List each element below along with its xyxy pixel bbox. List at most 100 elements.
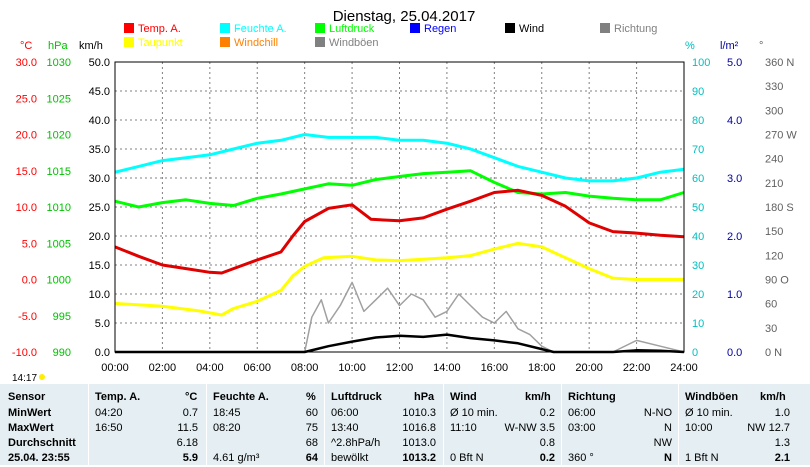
header-wind-unit: km/h bbox=[525, 391, 551, 403]
table-cell: 03:00 bbox=[568, 422, 596, 434]
pressure-tick-label: 1025 bbox=[47, 93, 71, 105]
x-tick-label: 10:00 bbox=[338, 362, 366, 374]
rain-tick-label: 1.0 bbox=[727, 289, 742, 301]
speed-tick-label: 45.0 bbox=[89, 86, 110, 98]
pressure-tick-label: 1030 bbox=[47, 57, 71, 69]
x-tick-label: 14:00 bbox=[433, 362, 461, 374]
legend-item: Luftdruck bbox=[329, 23, 375, 35]
x-tick-label: 18:00 bbox=[528, 362, 556, 374]
table-cell: 6.18 bbox=[176, 437, 198, 449]
table-cell: 11:10 bbox=[450, 422, 477, 434]
table-cell: bewölkt bbox=[331, 452, 369, 464]
humidity-tick-label: 80 bbox=[692, 115, 704, 127]
x-tick-label: 12:00 bbox=[386, 362, 414, 374]
x-axis-ticks: 00:00 02:00 04:00 06:00 08:00 10:00 12:00 14:00… bbox=[101, 362, 698, 374]
legend-item: Feuchte A. bbox=[234, 23, 287, 35]
speed-tick-label: 5.0 bbox=[95, 318, 110, 330]
legend-swatch bbox=[600, 23, 610, 33]
header-wind: Wind bbox=[450, 391, 477, 403]
direction-axis-label: ° bbox=[759, 40, 763, 52]
header-sensor: Sensor bbox=[8, 391, 46, 403]
row-label: MaxWert bbox=[8, 422, 54, 434]
x-tick-label: 02:00 bbox=[149, 362, 177, 374]
axis-headers: °C hPa km/h% l/m² ° bbox=[20, 40, 763, 52]
direction-tick-label: 360 N bbox=[765, 57, 794, 69]
table-cell: 1.3 bbox=[774, 437, 790, 449]
chart-grid bbox=[115, 62, 684, 352]
table-cell: 1013.0 bbox=[402, 437, 436, 449]
x-tick-label: 22:00 bbox=[623, 362, 651, 374]
table-cell: 360 ° bbox=[568, 452, 594, 464]
legend-item: Taupunkt bbox=[138, 37, 183, 49]
direction-tick-label: 0 N bbox=[765, 347, 782, 359]
rain-tick-label: 0.0 bbox=[727, 347, 742, 359]
table-row: MinWert 04:20 0.7 18:45 60 06:00 1010.3 Ø 10 mi… bbox=[0, 407, 810, 422]
table-cell: 16:50 bbox=[95, 422, 123, 434]
series-line-luftdruck bbox=[114, 169, 685, 209]
speed-tick-label: 40.0 bbox=[89, 115, 110, 127]
pressure-tick-label: 1020 bbox=[47, 130, 71, 142]
row-label: Durchschnitt bbox=[8, 437, 76, 449]
humidity-tick-label: 40 bbox=[692, 231, 704, 243]
table-cell: 08:20 bbox=[213, 422, 241, 434]
table-cell: 0.8 bbox=[539, 437, 555, 449]
rain-tick-label: 5.0 bbox=[727, 57, 742, 69]
x-tick-label: 04:00 bbox=[196, 362, 224, 374]
legend-item: Richtung bbox=[614, 23, 657, 35]
series-line-feuchte-a- bbox=[114, 133, 685, 183]
pressure-tick-label: 995 bbox=[53, 311, 71, 323]
legend-swatch bbox=[315, 37, 325, 47]
x-tick-label: 24:00 bbox=[670, 362, 698, 374]
series-line-taupunkt bbox=[114, 241, 684, 317]
table-cell: N bbox=[664, 452, 672, 464]
pressure-tick-label: 990 bbox=[53, 347, 71, 359]
x-tick-label: 00:00 bbox=[101, 362, 129, 374]
temp-tick-label: 20.0 bbox=[16, 130, 37, 142]
direction-tick-label: 90 O bbox=[765, 275, 789, 287]
rain-tick-label: 4.0 bbox=[727, 115, 742, 127]
humidity-tick-label: 70 bbox=[692, 144, 704, 156]
legend-swatch bbox=[124, 23, 134, 33]
current-time-label: 14:17 bbox=[12, 373, 37, 384]
legend-swatch bbox=[410, 23, 420, 33]
series-line-windb-en bbox=[115, 281, 685, 353]
humidity-tick-label: 10 bbox=[692, 318, 704, 330]
legend-swatch bbox=[505, 23, 515, 33]
x-tick-label: 20:00 bbox=[575, 362, 603, 374]
table-cell: 1016.8 bbox=[402, 422, 436, 434]
direction-tick-label: 60 bbox=[765, 299, 777, 311]
temp-tick-label: 5.0 bbox=[22, 238, 37, 250]
table-cell: 1.0 bbox=[774, 407, 790, 419]
row-label: MinWert bbox=[8, 407, 52, 419]
speed-tick-label: 35.0 bbox=[89, 144, 110, 156]
direction-tick-label: 270 W bbox=[765, 130, 797, 142]
header-gusts-unit: km/h bbox=[760, 391, 786, 403]
temp-tick-label: 30.0 bbox=[16, 57, 37, 69]
legend-item: Windböen bbox=[329, 37, 379, 49]
temp-tick-label: 15.0 bbox=[16, 166, 37, 178]
humidity-tick-label: 30 bbox=[692, 260, 704, 272]
series-line-temp-a- bbox=[114, 188, 685, 275]
table-cell: 75 bbox=[305, 422, 318, 434]
header-temp-unit: °C bbox=[185, 391, 198, 403]
temp-tick-label: 0.0 bbox=[22, 275, 37, 287]
speed-tick-label: 20.0 bbox=[89, 231, 110, 243]
table-cell: 64 bbox=[305, 452, 318, 464]
header-humidity: Feuchte A. bbox=[213, 391, 269, 403]
rain-tick-label: 2.0 bbox=[727, 231, 742, 243]
table-cell: 2.1 bbox=[774, 452, 790, 464]
humidity-tick-label: 100 bbox=[692, 57, 710, 69]
header-gusts: Windböen bbox=[685, 391, 739, 403]
speed-tick-label: 10.0 bbox=[89, 289, 110, 301]
table-cell: 18:45 bbox=[213, 407, 241, 419]
pressure-tick-label: 1000 bbox=[47, 275, 71, 287]
legend-swatch bbox=[315, 23, 325, 33]
table-cell: 06:00 bbox=[568, 407, 596, 419]
table-cell: 04:20 bbox=[95, 407, 123, 419]
speed-tick-label: 30.0 bbox=[89, 173, 110, 185]
table-cell: 11.5 bbox=[177, 422, 198, 434]
y-axis-ticks: 30.025.020.015.010.05.00.0-5.0-10.010301… bbox=[12, 57, 797, 359]
table-row: MaxWert 16:50 11.5 08:20 75 13:40 1016.8 11:10 W… bbox=[0, 422, 810, 437]
legend-item: Wind bbox=[519, 23, 544, 35]
row-label: 25.04. 23:55 bbox=[8, 452, 70, 464]
